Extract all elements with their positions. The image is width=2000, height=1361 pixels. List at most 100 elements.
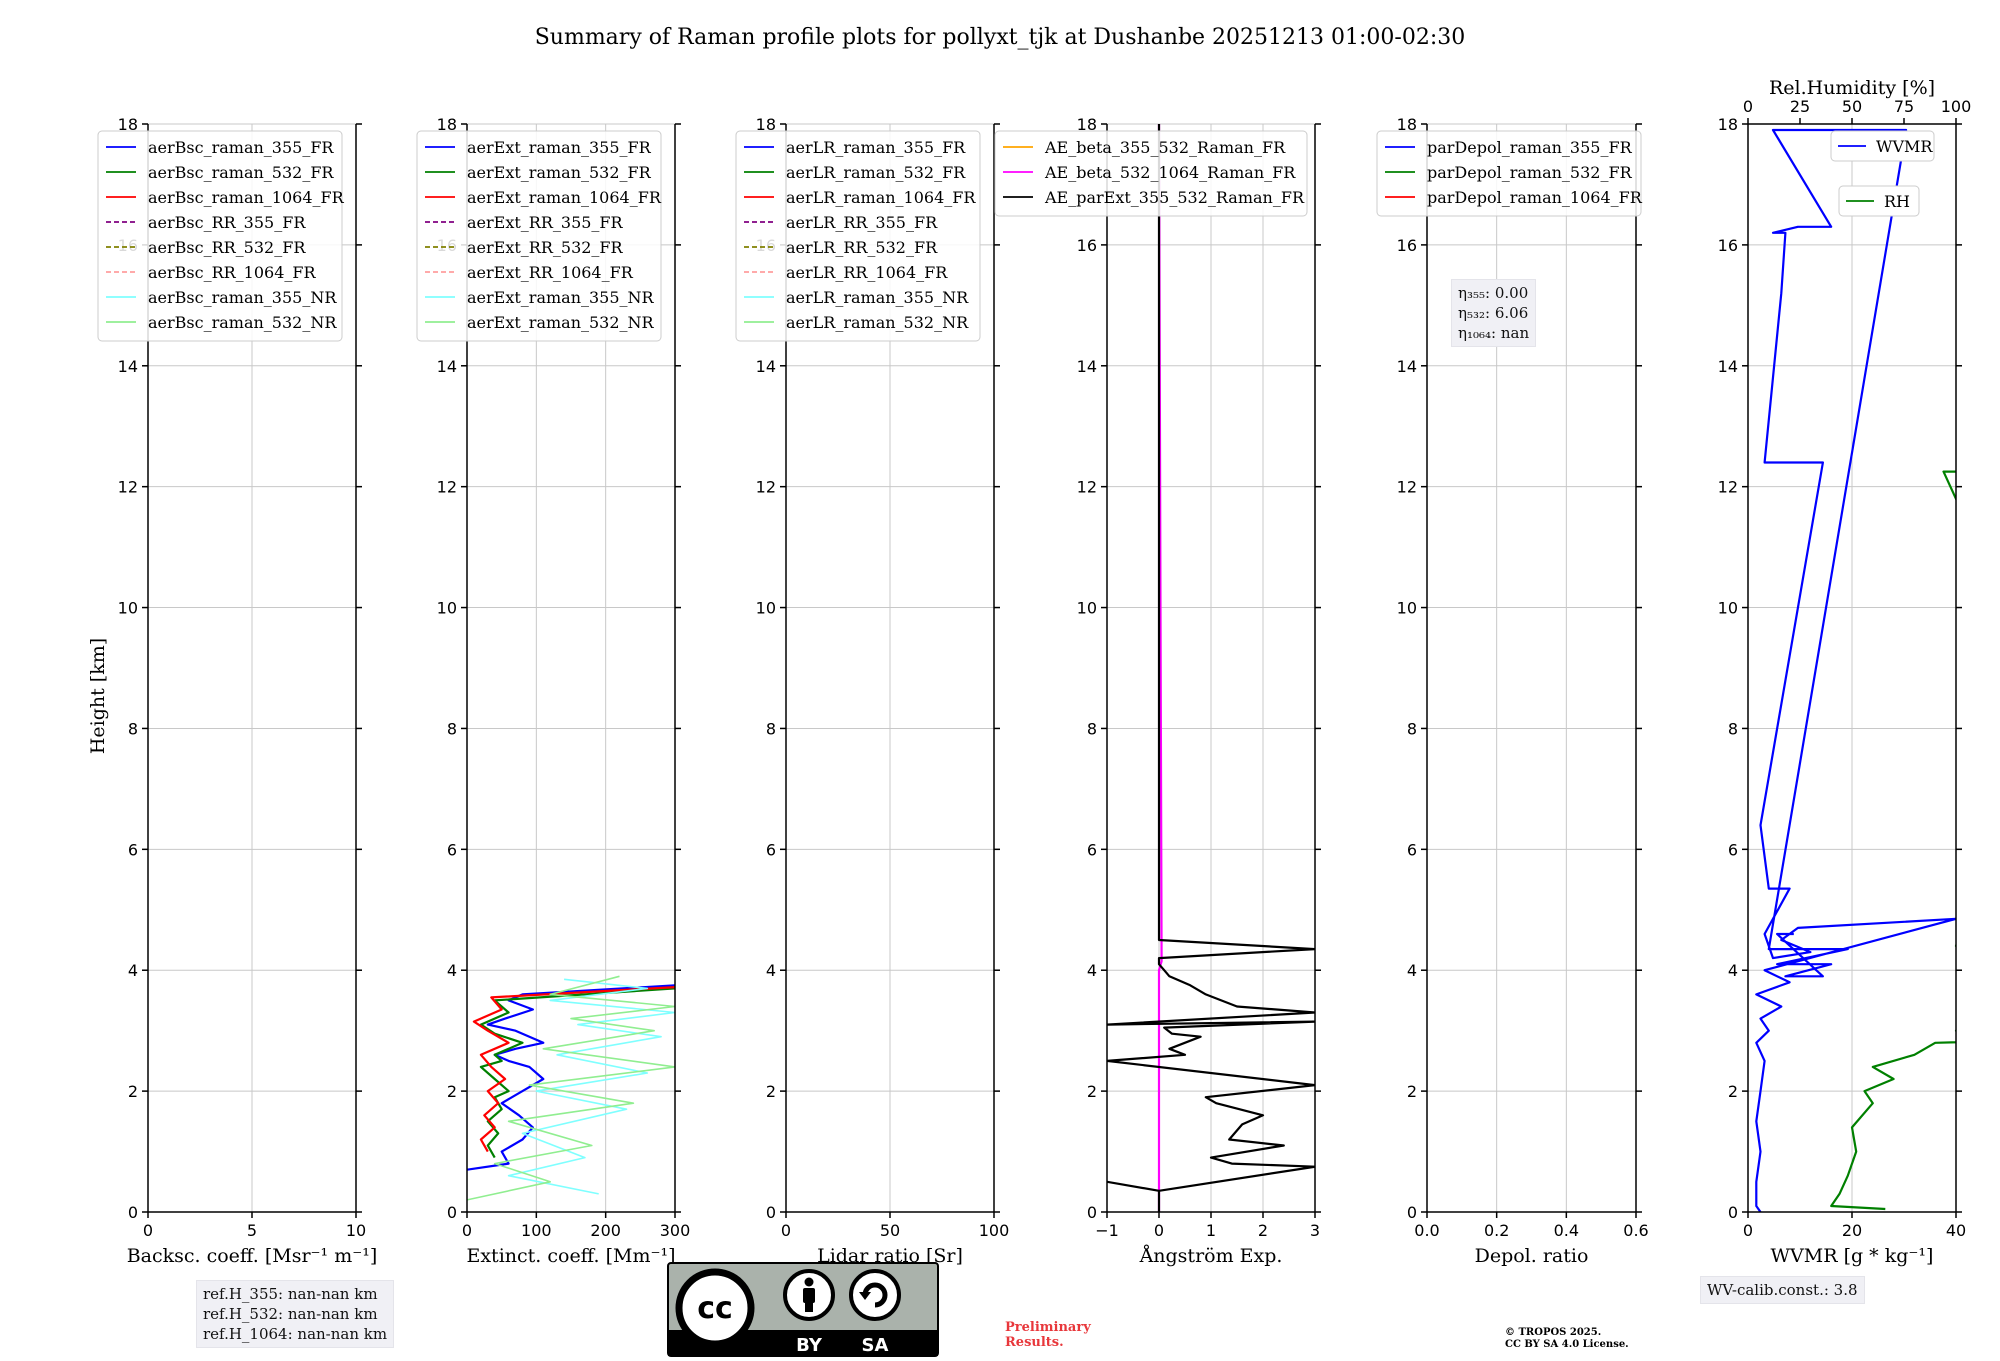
- legend-label: aerExt_RR_532_FR: [467, 238, 624, 257]
- copyright-line-2: CC BY SA 4.0 License.: [1505, 1339, 1629, 1350]
- y-tick-label: 4: [766, 961, 776, 980]
- y-tick-label: 8: [447, 719, 457, 738]
- series-line-AE_parExt_355_532_Raman_FR: [1107, 124, 1315, 1212]
- preliminary-line-2: Results.: [1005, 1335, 1064, 1350]
- series-line-aerExt_raman_1064_FR: [472, 986, 675, 1153]
- y-tick-label: 18: [756, 115, 776, 134]
- y-tick-label: 8: [1087, 719, 1097, 738]
- x-tick-label: 2: [1258, 1221, 1268, 1240]
- panel-bsc: 0246810121416180510Backsc. coeff. [Msr⁻¹…: [97, 115, 378, 1267]
- legend-label: aerLR_raman_1064_FR: [786, 188, 976, 207]
- y-tick-label: 18: [437, 115, 457, 134]
- y-tick-label: 0: [447, 1203, 457, 1222]
- x-tick-label: 40: [1946, 1221, 1966, 1240]
- legend-label: aerLR_raman_532_FR: [786, 163, 966, 182]
- legend-label: aerBsc_raman_532_FR: [148, 163, 334, 182]
- x-tick-label: 200: [590, 1221, 621, 1240]
- legend-box: [1376, 130, 1642, 217]
- x-axis-label: Lidar ratio [Sr]: [817, 1245, 963, 1267]
- panels-layer: 0246810121416180510Backsc. coeff. [Msr⁻¹…: [97, 77, 1972, 1267]
- legend-label: aerLR_RR_1064_FR: [786, 263, 948, 282]
- legend-box: [994, 130, 1308, 217]
- y-tick-label: 10: [1397, 599, 1417, 618]
- preliminary-note: Preliminary Results.: [1005, 1320, 1091, 1350]
- y-tick-label: 12: [437, 478, 457, 497]
- y-tick-label: 18: [1077, 115, 1097, 134]
- panel-wv: 0 2 4 6 8 10 12 14 16 18 0 20 40 WVMR [g * kg⁻¹] 0 25 50…: [1718, 77, 1972, 1267]
- y-tick-label: 0: [1087, 1203, 1097, 1222]
- y-tick-label: 6: [1407, 840, 1417, 859]
- legend-label: parDepol_raman_532_FR: [1427, 163, 1633, 182]
- legend-rh: RH: [1838, 185, 1920, 217]
- legend-label: aerExt_raman_355_FR: [467, 138, 652, 157]
- top-x-tick-label: 100: [1941, 97, 1972, 116]
- legend-label: aerBsc_raman_355_NR: [148, 288, 337, 307]
- y-tick-label: 6: [1087, 840, 1097, 859]
- y-tick-label: 10: [118, 599, 138, 618]
- x-tick-label: 100: [521, 1221, 552, 1240]
- top-x-tick-label: 25: [1790, 97, 1810, 116]
- y-tick-label: 8: [1407, 719, 1417, 738]
- panel-data: [1755, 128, 1956, 1212]
- eta-1064: η₁₀₆₄: nan: [1458, 324, 1530, 342]
- y-tick-label: 16: [1718, 236, 1738, 255]
- legend-label: aerLR_raman_355_FR: [786, 138, 966, 157]
- eta-box: η₃₅₅: 0.00 η₅₃₂: 6.06 η₁₀₆₄: nan: [1451, 279, 1537, 347]
- eta-532: η₅₃₂: 6.06: [1458, 304, 1529, 322]
- x-axis-label: Extinct. coeff. [Mm⁻¹]: [466, 1245, 675, 1267]
- x-tick-label: 0.4: [1554, 1221, 1579, 1240]
- legend-box: [1838, 185, 1920, 217]
- legend-label: aerLR_raman_355_NR: [786, 288, 969, 307]
- legend-label: aerBsc_RR_532_FR: [148, 238, 306, 257]
- x-tick-label: 20: [1842, 1221, 1862, 1240]
- y-tick-label: 12: [756, 478, 776, 497]
- y-tick-label: 10: [1718, 599, 1738, 618]
- y-tick-label: 6: [1728, 840, 1738, 859]
- series-line-WVMR: [1755, 128, 1956, 1212]
- share-alike-icon: [849, 1269, 901, 1321]
- x-tick-label: 0: [143, 1221, 153, 1240]
- y-tick-label: 4: [1407, 961, 1417, 980]
- y-tick-label: 4: [1728, 961, 1738, 980]
- y-tick-label: 8: [766, 719, 776, 738]
- y-tick-label: 4: [1087, 961, 1097, 980]
- y-tick-label: 14: [437, 357, 457, 376]
- y-tick-label: 18: [118, 115, 138, 134]
- y-tick-label: 14: [1397, 357, 1417, 376]
- legend-label: aerBsc_raman_355_FR: [148, 138, 334, 157]
- top-x-tick-label: 50: [1842, 97, 1862, 116]
- legend-label: AE_beta_532_1064_Raman_FR: [1044, 163, 1296, 182]
- preliminary-line-1: Preliminary: [1005, 1320, 1091, 1335]
- y-tick-label: 10: [1077, 599, 1097, 618]
- series-line-aerExt_raman_355_FR: [467, 984, 675, 1171]
- legend-lr: aerLR_raman_355_FR aerLR_raman_532_FR aerL…: [735, 130, 981, 342]
- eta-355: η₃₅₅: 0.00: [1458, 284, 1529, 302]
- y-tick-label: 2: [766, 1082, 776, 1101]
- x-axis-label: Ångström Exp.: [1139, 1245, 1283, 1267]
- legend-label: AE_parExt_355_532_Raman_FR: [1044, 188, 1305, 207]
- x-tick-label: 0: [1743, 1221, 1753, 1240]
- legend-label: aerLR_RR_532_FR: [786, 238, 938, 257]
- y-axis-label: Height [km]: [87, 638, 109, 754]
- x-tick-label: 0: [781, 1221, 791, 1240]
- badge-sa: SA: [862, 1335, 889, 1356]
- cc-license-badge: cc BY SA: [667, 1262, 939, 1357]
- x-axis-label: Depol. ratio: [1475, 1245, 1589, 1267]
- y-tick-label: 14: [1077, 357, 1097, 376]
- reference-height-box: ref.H_355: nan-nan km ref.H_532: nan-nan…: [196, 1280, 395, 1348]
- wv-calibration-box: WV-calib.const.: 3.8: [1700, 1276, 1865, 1304]
- x-axis-label: Backsc. coeff. [Msr⁻¹ m⁻¹]: [127, 1245, 378, 1267]
- y-tick-label: 14: [118, 357, 138, 376]
- x-tick-label: 0: [1154, 1221, 1164, 1240]
- y-tick-label: 2: [1407, 1082, 1417, 1101]
- legend-label: aerLR_RR_355_FR: [786, 213, 938, 232]
- x-tick-label: −1: [1095, 1221, 1119, 1240]
- x-tick-label: 300: [660, 1221, 691, 1240]
- y-tick-label: 8: [1728, 719, 1738, 738]
- top-x-axis-label: Rel.Humidity [%]: [1769, 77, 1935, 99]
- x-tick-label: 50: [880, 1221, 900, 1240]
- y-tick-label: 14: [756, 357, 776, 376]
- x-tick-label: 0.2: [1484, 1221, 1509, 1240]
- y-tick-label: 2: [1728, 1082, 1738, 1101]
